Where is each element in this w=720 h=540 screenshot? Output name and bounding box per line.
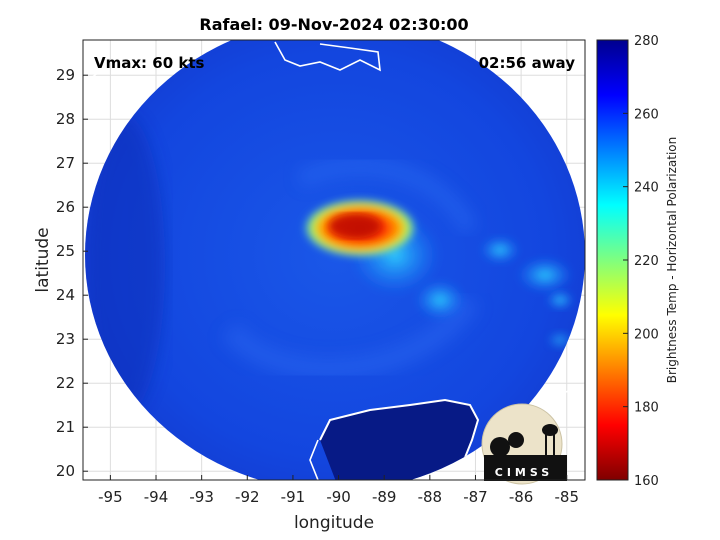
x-tick-label: -95 xyxy=(98,488,123,506)
colorbar-tick-label: 220 xyxy=(634,254,659,269)
y-tick-label: 23 xyxy=(56,330,75,348)
y-tick-label: 21 xyxy=(56,418,75,436)
y-tick-label: 26 xyxy=(56,198,75,216)
plot-frame xyxy=(82,39,586,481)
x-axis-ticks: -95 -94 -93 -92 -91 -90 -89 -88 -87 -86 -85 xyxy=(98,475,579,506)
logo-text: CIMSS xyxy=(495,466,553,479)
x-tick-label: -90 xyxy=(326,488,351,506)
y-tick-label: 20 xyxy=(56,462,75,480)
brightness-temp-image xyxy=(85,40,585,480)
y-axis-ticks: 20 21 22 23 24 25 26 27 28 29 xyxy=(56,66,88,480)
x-tick-label: -89 xyxy=(372,488,397,506)
x-tick-label: -87 xyxy=(463,488,488,506)
vmax-annotation: Vmax: 60 kts xyxy=(94,54,204,72)
x-tick-label: -93 xyxy=(189,488,214,506)
y-tick-label: 27 xyxy=(56,154,75,172)
colorbar-tick-label: 260 xyxy=(634,107,659,122)
y-tick-label: 24 xyxy=(56,286,75,304)
y-tick-label: 22 xyxy=(56,374,75,392)
colorbar-tick-label: 280 xyxy=(634,34,659,49)
colorbar-label: Brightness Temp - Horizontal Polarizatio… xyxy=(665,137,679,384)
x-axis-label: longitude xyxy=(294,513,374,533)
y-axis-label: latitude xyxy=(33,227,53,292)
colorbar xyxy=(596,39,629,481)
colorbar-tick-label: 200 xyxy=(634,327,659,342)
y-tick-label: 25 xyxy=(56,242,75,260)
x-tick-label: -86 xyxy=(509,488,534,506)
x-tick-label: -88 xyxy=(418,488,443,506)
y-tick-label: 29 xyxy=(56,66,75,84)
cimss-logo: CIMSS xyxy=(481,403,567,485)
colorbar-tick-label: 180 xyxy=(634,401,659,416)
time-away-annotation: 02:56 away xyxy=(479,54,576,72)
chart-title: Rafael: 09-Nov-2024 02:30:00 xyxy=(199,15,468,34)
colorbar-tick-label: 240 xyxy=(634,181,659,196)
y-tick-label: 28 xyxy=(56,110,75,128)
colorbar-tick-label: 160 xyxy=(634,474,659,489)
x-tick-label: -91 xyxy=(281,488,306,506)
colorbar-ticks: 160 180 200 220 240 260 280 xyxy=(623,34,659,489)
x-tick-label: -94 xyxy=(144,488,169,506)
x-tick-label: -92 xyxy=(235,488,260,506)
x-tick-label: -85 xyxy=(554,488,579,506)
